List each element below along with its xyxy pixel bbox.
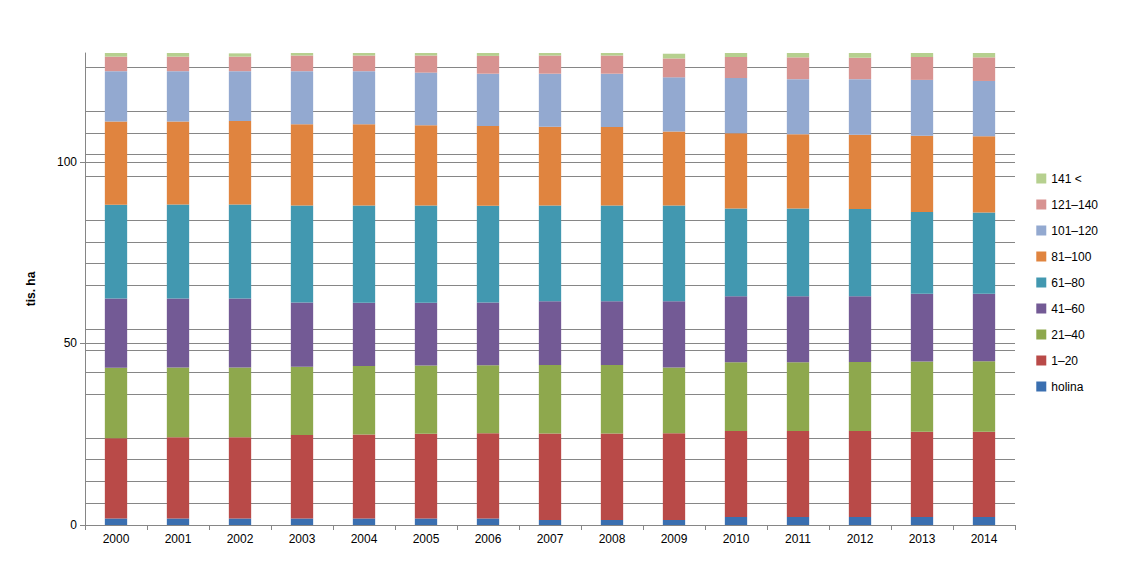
svg-text:holina: holina	[1051, 380, 1083, 394]
svg-text:81–100: 81–100	[1051, 250, 1091, 264]
svg-text:0: 0	[70, 518, 77, 532]
svg-text:tis. ha: tis. ha	[24, 271, 38, 306]
svg-text:141 <: 141 <	[1051, 172, 1081, 186]
svg-text:2005: 2005	[413, 532, 440, 546]
svg-text:100: 100	[57, 155, 77, 169]
svg-text:2000: 2000	[103, 532, 130, 546]
svg-text:1–20: 1–20	[1051, 354, 1078, 368]
svg-text:50: 50	[64, 336, 78, 350]
svg-text:2009: 2009	[661, 532, 688, 546]
svg-text:2007: 2007	[537, 532, 564, 546]
svg-text:61–80: 61–80	[1051, 276, 1085, 290]
svg-text:41–60: 41–60	[1051, 302, 1085, 316]
svg-text:101–120: 101–120	[1051, 224, 1098, 238]
svg-text:2002: 2002	[227, 532, 254, 546]
svg-text:21–40: 21–40	[1051, 328, 1085, 342]
svg-text:2008: 2008	[599, 532, 626, 546]
svg-text:2004: 2004	[351, 532, 378, 546]
svg-text:2014: 2014	[971, 532, 998, 546]
svg-text:2003: 2003	[289, 532, 316, 546]
svg-text:2001: 2001	[165, 532, 192, 546]
svg-text:121–140: 121–140	[1051, 198, 1098, 212]
svg-text:2006: 2006	[475, 532, 502, 546]
svg-text:2010: 2010	[723, 532, 750, 546]
svg-text:2013: 2013	[909, 532, 936, 546]
svg-text:2011: 2011	[785, 532, 811, 546]
svg-text:2012: 2012	[847, 532, 874, 546]
